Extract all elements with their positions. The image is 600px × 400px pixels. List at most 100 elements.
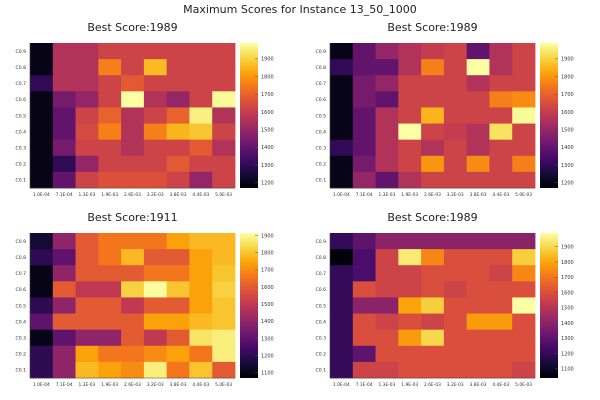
heatmap-cell (121, 329, 145, 347)
heatmap-cell (30, 345, 54, 363)
heatmap-cell (489, 171, 513, 189)
heatmap-cell (75, 139, 99, 157)
heatmap-cell (52, 361, 76, 379)
x-tick-label: 4.4E-03 (492, 192, 509, 198)
heatmap-cell (189, 281, 213, 298)
heatmap-cell (489, 75, 513, 92)
colorbar-tick-label: 1500 (261, 127, 274, 133)
heatmap-cell (330, 123, 354, 141)
y-tick-label: C0.1 (15, 178, 26, 184)
panel-title: Best Score:1989 (387, 21, 477, 34)
colorbar-tick-label: 1300 (561, 163, 574, 169)
heatmap-panel-2: Best Score:1989 C0.1 C0.2 C0.3 C0.4 C0.5 C0.6 C… (315, 21, 573, 198)
heatmap-cell (443, 249, 468, 266)
heatmap-cell (212, 361, 236, 379)
heatmap-cell (121, 249, 145, 266)
heatmap-cell (30, 139, 54, 157)
colorbar-tick-label: 1900 (261, 233, 274, 239)
heatmap-cell (375, 171, 399, 189)
heatmap-cell (212, 43, 236, 60)
colorbar-tick-label: 1300 (561, 336, 574, 342)
heatmap-cell (375, 107, 399, 124)
y-tick-label: C0.3 (315, 146, 326, 152)
heatmap-cell (143, 265, 168, 282)
heatmap-cell (512, 91, 536, 108)
heatmap-cell (212, 265, 236, 282)
y-tick-label: C0.5 (315, 113, 326, 119)
heatmap-cell (189, 43, 213, 60)
heatmap-cell (143, 233, 168, 250)
heatmap-cell (352, 107, 376, 124)
heatmap-cell (98, 155, 122, 173)
heatmap-cell (489, 329, 513, 347)
heatmap-cell (421, 345, 445, 363)
y-tick-label: C0.9 (315, 239, 326, 245)
colorbar-tick-label: 1700 (261, 268, 274, 274)
heatmap-cell (512, 297, 536, 314)
heatmap-cell (330, 345, 354, 363)
heatmap-cell (512, 171, 536, 189)
heatmap-cell (489, 123, 513, 141)
heatmap-cell (212, 59, 236, 76)
heatmap-cell (398, 123, 422, 141)
y-tick-label: C0.8 (315, 255, 326, 261)
heatmap-cell (30, 233, 54, 250)
heatmap-cell (30, 123, 54, 141)
x-tick-label: 1.0E-04 (33, 192, 50, 198)
colorbar (540, 233, 558, 378)
heatmap-cell (352, 139, 376, 157)
heatmap-cell (166, 75, 190, 92)
heatmap-cell (52, 155, 76, 173)
heatmap-cell (398, 139, 422, 157)
y-tick-label: C0.1 (315, 178, 326, 184)
heatmap-cell (512, 329, 536, 347)
heatmap-cell (330, 75, 354, 92)
y-tick-label: C0.9 (15, 239, 26, 245)
x-tick-label: 1.9E-03 (101, 382, 118, 388)
heatmap-cell (189, 139, 213, 157)
heatmap-cell (352, 265, 376, 282)
y-tick-label: C0.6 (315, 287, 326, 293)
heatmap-cell (512, 345, 536, 363)
y-tick-label: C0.4 (315, 129, 326, 135)
colorbar-tick-label: 1200 (261, 181, 274, 187)
heatmap-cell (52, 345, 76, 363)
y-tick-label: C0.9 (15, 49, 26, 55)
colorbar-tick-label: 1700 (561, 92, 574, 98)
x-tick-label: 2.6E-03 (424, 192, 441, 198)
x-tick-label: 1.3E-03 (378, 382, 395, 388)
heatmap-cell (98, 59, 122, 76)
heatmap-cell (489, 155, 513, 173)
heatmap-cell (489, 249, 513, 266)
heatmap-cell (143, 43, 168, 60)
heatmap-cell (398, 361, 422, 379)
colorbar-tick-label: 1400 (261, 145, 274, 151)
heatmap-cell (30, 361, 54, 379)
heatmap-cell (98, 313, 122, 331)
heatmap-cell (352, 249, 376, 266)
colorbar-tick-label: 1800 (561, 260, 574, 266)
y-tick-label: C0.4 (15, 319, 26, 325)
heatmap-cell (143, 361, 168, 379)
heatmap-cell (375, 59, 399, 76)
heatmap-cell (98, 361, 122, 379)
heatmap-cell (489, 43, 513, 60)
heatmap-cell (421, 361, 445, 379)
heatmap-cell (121, 91, 145, 108)
heatmap-cell (189, 297, 213, 314)
heatmap-cell (75, 329, 99, 347)
heatmap-cell (121, 233, 145, 250)
heatmap-cell (421, 281, 445, 298)
heatmap-panel-1: Best Score:1989 C0.1 C0.2 C0.3 C0.4 C0.5 C0.6 C… (15, 21, 273, 198)
x-tick-label: 4.4E-03 (492, 382, 509, 388)
heatmap-cell (52, 139, 76, 157)
heatmap-cell (352, 313, 376, 331)
heatmap-cell (398, 59, 422, 76)
heatmap-cell (189, 171, 213, 189)
heatmap-cell (466, 59, 490, 76)
heatmap-cell (212, 123, 236, 141)
heatmap-cell (30, 297, 54, 314)
y-tick-label: C0.3 (15, 146, 26, 152)
heatmap-cell (75, 75, 99, 92)
heatmap-cell (398, 75, 422, 92)
